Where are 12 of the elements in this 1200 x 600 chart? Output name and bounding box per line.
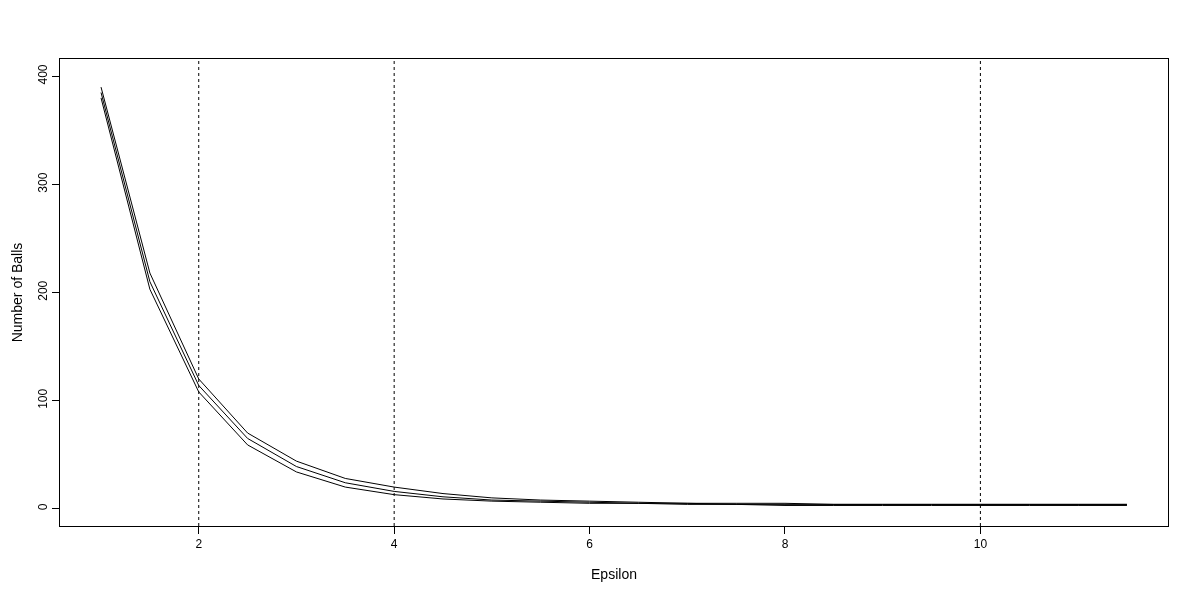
x-tick-label: 2 xyxy=(195,537,203,552)
y-tick-label: 100 xyxy=(36,388,51,409)
x-tick-label: 4 xyxy=(390,537,398,552)
x-tick-label: 8 xyxy=(781,537,789,552)
x-tick-label: 10 xyxy=(973,537,988,552)
x-axis-title: Epsilon xyxy=(591,565,637,582)
y-axis-title: Number of Balls xyxy=(8,242,25,343)
y-tick-label: 300 xyxy=(36,172,51,193)
x-tick-label: 6 xyxy=(586,537,594,552)
y-tick-label: 400 xyxy=(36,64,51,85)
y-tick-label: 0 xyxy=(36,503,51,511)
y-tick-label: 200 xyxy=(36,280,51,301)
